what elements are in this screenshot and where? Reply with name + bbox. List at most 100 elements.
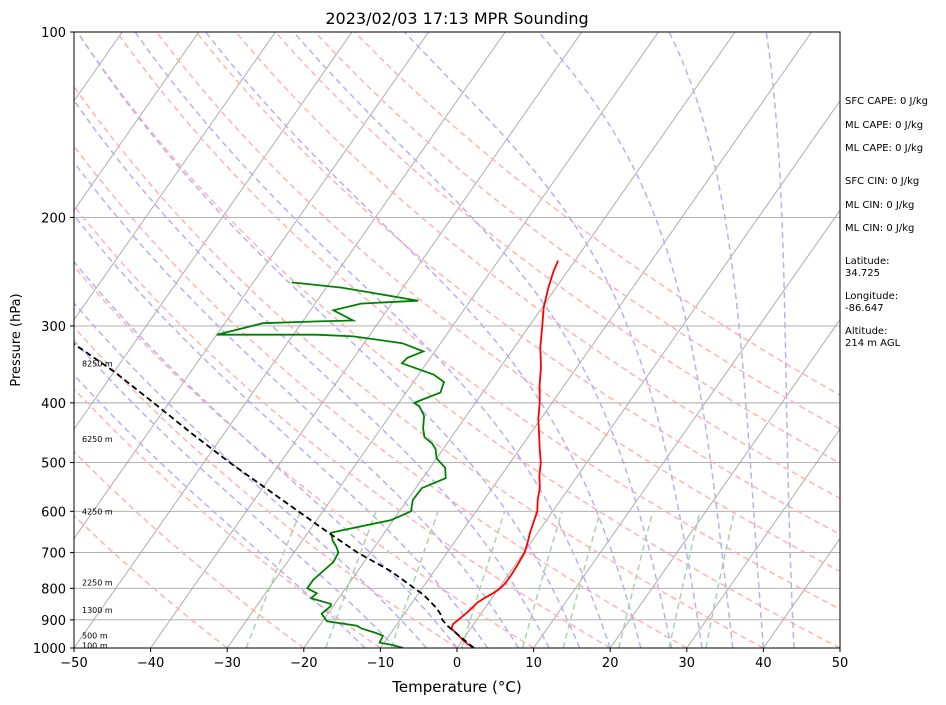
moist-adiabat-line <box>293 32 673 648</box>
y-tick-label: 100 <box>41 26 66 41</box>
moist-adiabat-line <box>403 32 703 648</box>
y-tick-label: 300 <box>41 320 66 335</box>
latitude-value: 34.725 <box>845 268 880 279</box>
x-axis-ticks: −50 −40 −30 −20 −10 0 10 20 30 40 50 <box>60 648 848 671</box>
x-tick-label: −50 <box>60 656 87 671</box>
height-label: 1300 m <box>82 606 113 615</box>
mixing-ratio-line <box>521 511 563 648</box>
plot-area <box>74 32 840 648</box>
isotherm-line <box>74 32 429 540</box>
ml-cin-label-2: ML CIN: 0 J/kg <box>845 223 914 234</box>
x-tick-label: −10 <box>367 656 394 671</box>
moist-adiabat-line <box>74 373 366 648</box>
isotherm-line <box>150 32 583 648</box>
dry-adiabat-line <box>116 32 840 611</box>
x-tick-label: 40 <box>755 656 772 671</box>
mixing-ratio-line <box>562 511 602 648</box>
y-tick-label: 200 <box>41 211 66 226</box>
ml-cape-label: ML CAPE: 0 J/kg <box>845 120 923 131</box>
isotherm-line <box>380 32 812 648</box>
dry-adiabat-line <box>195 32 840 536</box>
y-tick-label: 1000 <box>33 642 66 657</box>
height-label: 6250 m <box>82 435 113 444</box>
dewpoint-line <box>216 281 447 648</box>
isotherm-line <box>226 32 659 648</box>
dry-adiabat-line <box>74 85 764 648</box>
parcel-profile-line <box>74 342 475 648</box>
isotherm-line <box>74 32 276 321</box>
moist-adiabat-line <box>74 301 427 648</box>
x-axis-label: Temperature (°C) <box>391 678 521 696</box>
height-label: 500 m <box>82 632 108 641</box>
mixing-ratio-line <box>705 511 736 648</box>
x-tick-label: 10 <box>525 656 542 671</box>
ml-cape-label-2: ML CAPE: 0 J/kg <box>845 143 923 154</box>
y-axis-label: Pressure (hPa) <box>9 293 24 386</box>
indices-panel: SFC CAPE: 0 J/kg ML CAPE: 0 J/kg ML CAPE… <box>845 96 928 234</box>
sounding-series <box>74 260 559 648</box>
longitude-name: Longitude: <box>845 291 898 302</box>
sfc-cape-label: SFC CAPE: 0 J/kg <box>845 96 928 107</box>
x-tick-label: −30 <box>213 656 240 671</box>
dry-adiabat-line <box>155 32 840 573</box>
mixing-ratio-line <box>668 511 701 648</box>
moist-adiabat-line <box>74 260 458 648</box>
mixing-ratio-line <box>245 511 302 648</box>
isotherm-line <box>609 318 840 648</box>
x-tick-label: −40 <box>137 656 164 671</box>
height-label: 100 m <box>82 641 108 650</box>
x-tick-label: 20 <box>602 656 619 671</box>
temperature-line <box>450 260 559 648</box>
y-tick-label: 700 <box>41 547 66 562</box>
longitude-value: -86.647 <box>845 303 884 314</box>
y-tick-label: 400 <box>41 397 66 412</box>
moist-adiabat-line <box>74 214 489 648</box>
sfc-cin-label: SFC CIN: 0 J/kg <box>845 176 919 187</box>
moist-adiabat-line <box>74 339 397 648</box>
isotherm-line <box>686 428 840 648</box>
x-tick-label: 0 <box>453 656 461 671</box>
moist-adiabat-line <box>74 161 519 648</box>
moist-adiabat-line <box>76 32 581 648</box>
isotherm-line <box>74 32 506 648</box>
y-tick-label: 800 <box>41 582 66 597</box>
dry-adiabat-line <box>74 144 688 648</box>
moist-adiabat-line <box>668 32 765 648</box>
ml-cin-label: ML CIN: 0 J/kg <box>845 200 914 211</box>
y-tick-label: 600 <box>41 505 66 520</box>
dry-adiabat-line <box>74 450 305 648</box>
x-tick-label: −20 <box>290 656 317 671</box>
dry-adiabat-line <box>235 32 840 500</box>
isotherm-line <box>763 537 840 648</box>
y-tick-label: 500 <box>41 457 66 472</box>
y-tick-label: 900 <box>41 614 66 629</box>
x-tick-label: 50 <box>832 656 849 671</box>
isotherm-line <box>74 32 353 430</box>
altitude-value: 214 m AGL <box>845 338 901 349</box>
isotherm-line <box>303 32 736 648</box>
height-label: 4250 m <box>82 507 113 516</box>
mixing-ratio-line <box>618 511 654 648</box>
altitude-name: Altitude: <box>845 326 887 337</box>
mixing-ratio-line <box>460 511 506 648</box>
isotherm-line <box>533 209 840 648</box>
location-panel: Latitude: 34.725 Longitude: -86.647 Alti… <box>845 256 901 349</box>
dry-adiabat-line <box>314 32 840 430</box>
dry-adiabat-line <box>274 32 840 465</box>
moist-adiabat-line <box>537 32 734 648</box>
height-label: 8250 m <box>82 359 113 368</box>
x-tick-label: 30 <box>679 656 696 671</box>
dry-adiabat-line <box>76 32 840 648</box>
latitude-name: Latitude: <box>845 256 890 267</box>
mixing-ratio-lines <box>245 511 736 648</box>
dry-adiabat-line <box>74 265 534 648</box>
dry-adiabat-line <box>74 204 611 648</box>
mixing-ratio-line <box>325 511 377 648</box>
height-label: 2250 m <box>82 579 113 588</box>
isotherm-lines <box>74 32 840 648</box>
mixing-ratio-line <box>390 511 439 648</box>
dry-adiabat-lines <box>74 32 840 648</box>
